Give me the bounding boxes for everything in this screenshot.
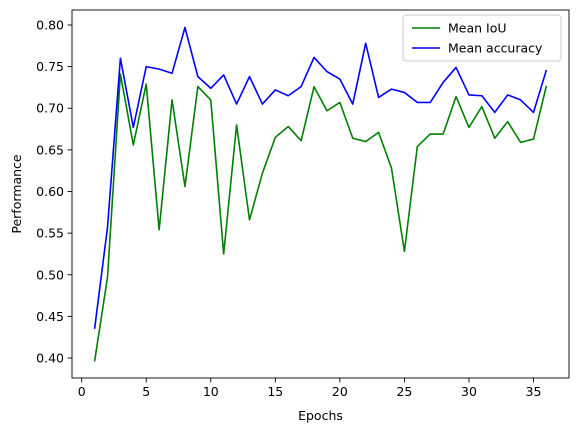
x-tick-label: 20 bbox=[332, 384, 348, 399]
y-tick-label: 0.60 bbox=[36, 184, 64, 199]
series-line-mean-iou bbox=[93, 73, 548, 362]
y-tick-label: 0.50 bbox=[36, 267, 64, 282]
y-tick-label: 0.80 bbox=[36, 17, 64, 32]
x-axis: 0 5 10 15 20 25 30 35 bbox=[78, 378, 542, 399]
legend: Mean IoU Mean accuracy bbox=[402, 14, 562, 62]
chart-frame bbox=[71, 9, 570, 379]
y-tick-label: 0.55 bbox=[36, 226, 64, 241]
series-line-mean-accuracy bbox=[93, 26, 548, 329]
y-tick-label: 0.75 bbox=[36, 59, 64, 74]
x-tick-label: 5 bbox=[142, 384, 150, 399]
legend-label-mean-accuracy: Mean accuracy bbox=[448, 41, 543, 56]
plot-area-frame bbox=[71, 9, 570, 379]
x-tick-label: 15 bbox=[267, 384, 283, 399]
y-tick-label: 0.45 bbox=[36, 309, 64, 324]
legend-label-mean-iou: Mean IoU bbox=[448, 21, 507, 36]
x-tick-label: 0 bbox=[78, 384, 86, 399]
legend-box bbox=[402, 14, 562, 62]
y-tick-label: 0.40 bbox=[36, 351, 64, 366]
y-tick-label: 0.65 bbox=[36, 142, 64, 157]
x-tick-label: 25 bbox=[396, 384, 412, 399]
y-axis-label: Performance bbox=[9, 154, 24, 234]
x-tick-label: 10 bbox=[203, 384, 219, 399]
y-axis: 0.40 0.45 0.50 0.55 0.60 0.65 0.70 0.75 0.80 bbox=[36, 17, 72, 366]
series-lines bbox=[93, 26, 548, 362]
x-tick-label: 35 bbox=[526, 384, 542, 399]
y-tick-label: 0.70 bbox=[36, 101, 64, 116]
x-axis-label: Epochs bbox=[298, 408, 343, 423]
x-tick-label: 30 bbox=[461, 384, 477, 399]
